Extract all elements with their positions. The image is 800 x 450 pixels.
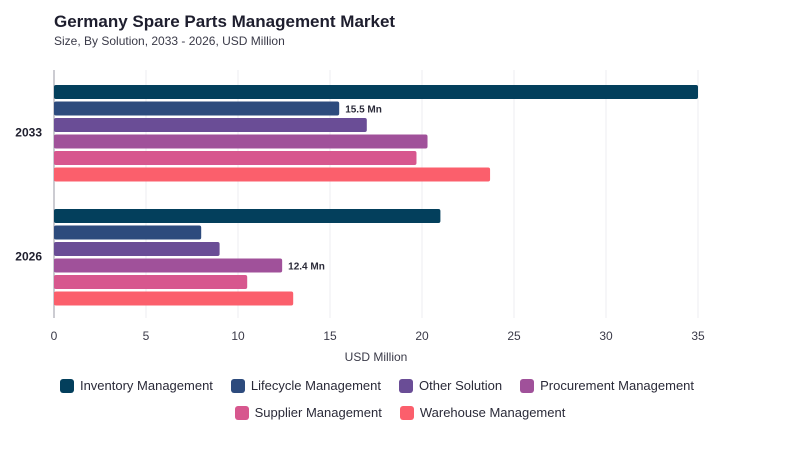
x-tick-label: 5 bbox=[143, 329, 150, 343]
legend-item-inventory-management[interactable]: Inventory Management bbox=[59, 378, 213, 393]
legend-item-supplier-management[interactable]: Supplier Management bbox=[234, 405, 382, 420]
legend-label: Lifecycle Management bbox=[250, 378, 381, 393]
bar bbox=[54, 85, 698, 99]
legend-label: Procurement Management bbox=[540, 378, 695, 393]
legend-item-lifecycle-management[interactable]: Lifecycle Management bbox=[230, 378, 381, 393]
x-tick-label: 20 bbox=[415, 329, 429, 343]
bar bbox=[54, 258, 283, 273]
bar bbox=[54, 291, 294, 306]
chart-subtitle: Size, By Solution, 2033 - 2026, USD Mill… bbox=[54, 34, 285, 48]
bar bbox=[54, 118, 367, 132]
bar-chart: 2033 2026 15.5 Mn 12.4 Mn 0 5 10 15 20 25 30 35 USD … bbox=[15, 70, 705, 364]
bar bbox=[54, 151, 417, 165]
bar bbox=[54, 225, 202, 240]
x-tick-label: 25 bbox=[507, 329, 521, 343]
bar bbox=[54, 167, 491, 182]
category-label: 2033 bbox=[15, 126, 42, 140]
legend-label: Warehouse Management bbox=[419, 405, 566, 420]
legend-swatch bbox=[59, 378, 74, 393]
legend-swatch bbox=[520, 378, 535, 393]
x-tick-label: 30 bbox=[599, 329, 613, 343]
legend-label: Inventory Management bbox=[79, 378, 213, 393]
legend-label: Supplier Management bbox=[254, 405, 382, 420]
data-label: 12.4 Mn bbox=[288, 262, 325, 273]
category-label: 2026 bbox=[15, 250, 42, 264]
x-tick-label: 0 bbox=[51, 329, 58, 343]
legend-swatch bbox=[230, 378, 245, 393]
x-tick-label: 10 bbox=[231, 329, 245, 343]
legend-row-1: Inventory Management Lifecycle Managemen… bbox=[59, 378, 694, 393]
data-label: 15.5 Mn bbox=[345, 105, 382, 116]
legend-swatch bbox=[399, 405, 414, 420]
legend-row-2: Supplier Management Warehouse Management bbox=[234, 405, 566, 420]
x-tick-label: 35 bbox=[691, 329, 705, 343]
bar bbox=[54, 134, 428, 149]
bar bbox=[54, 275, 248, 289]
x-axis-title: USD Million bbox=[345, 350, 408, 364]
legend-item-warehouse-management[interactable]: Warehouse Management bbox=[399, 405, 566, 420]
legend-item-other-solution[interactable]: Other Solution bbox=[399, 378, 502, 393]
legend-swatch bbox=[234, 405, 249, 420]
legend-swatch bbox=[399, 378, 413, 393]
legend-item-procurement-management[interactable]: Procurement Management bbox=[520, 378, 694, 393]
bar bbox=[54, 242, 220, 256]
chart-title: Germany Spare Parts Management Market bbox=[54, 12, 396, 31]
legend-label: Other Solution bbox=[419, 378, 503, 393]
chart-legend: Inventory Management Lifecycle Managemen… bbox=[0, 378, 800, 420]
bar bbox=[54, 101, 340, 116]
bar bbox=[54, 209, 441, 223]
x-tick-label: 15 bbox=[323, 329, 337, 343]
